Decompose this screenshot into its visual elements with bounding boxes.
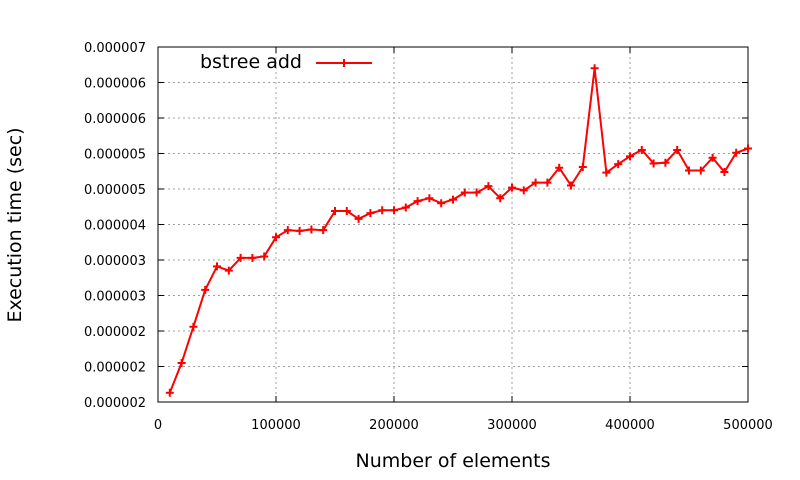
x-tick-label: 200000: [369, 418, 419, 433]
data-point: [567, 181, 575, 190]
x-tick-label: 300000: [487, 418, 537, 433]
data-point: [543, 178, 552, 187]
axis-ticks: 0 100000 200000 300000 400000 500000 0.000002 0…: [84, 41, 773, 433]
data-point: [260, 252, 269, 261]
data-point: [460, 188, 469, 197]
data-point: [413, 197, 422, 206]
data-point: [319, 226, 328, 235]
data-point: [201, 285, 210, 294]
plot-frame: [157, 46, 749, 403]
data-point: [531, 178, 540, 187]
data-point: [614, 160, 623, 169]
data-point: [366, 209, 375, 218]
x-tick-label: 100000: [251, 418, 301, 433]
data-point: [213, 262, 221, 271]
data-point: [354, 214, 363, 223]
grid-lines: [158, 47, 748, 402]
x-axis-title: Number of elements: [356, 450, 551, 472]
data-point: [484, 182, 493, 191]
series-layer: [165, 64, 752, 397]
y-tick-label: 0.000003: [84, 254, 146, 269]
data-point: [602, 168, 611, 177]
data-point: [189, 322, 198, 331]
data-point: [685, 166, 693, 175]
data-point: [708, 153, 717, 162]
legend-marker: [340, 59, 348, 67]
y-tick-label: 0.000005: [84, 183, 146, 198]
data-point: [236, 253, 245, 262]
data-point: [696, 166, 705, 175]
data-point: [720, 167, 729, 176]
data-point: [295, 226, 304, 235]
y-tick-label: 0.000007: [84, 41, 146, 56]
data-point: [390, 206, 398, 215]
data-point: [578, 162, 587, 171]
data-point: [732, 148, 741, 157]
y-tick-label: 0.000002: [84, 325, 146, 340]
data-point: [661, 158, 670, 167]
data-point: [555, 163, 564, 172]
y-tick-label: 0.000004: [84, 219, 146, 234]
y-tick-label: 0.000002: [84, 361, 146, 376]
data-point: [307, 225, 316, 234]
series-line: [168, 67, 749, 394]
data-point: [626, 152, 634, 161]
y-tick-label: 0.000006: [84, 112, 146, 127]
data-point: [496, 194, 505, 203]
y-tick-label: 0.000002: [84, 396, 146, 411]
data-point: [224, 266, 233, 275]
data-point: [283, 226, 292, 235]
x-tick-label: 400000: [605, 418, 655, 433]
data-point: [673, 145, 682, 154]
data-point: [744, 144, 752, 153]
data-point: [401, 203, 410, 212]
data-point: [519, 186, 528, 195]
y-axis-title: Execution time (sec): [4, 127, 26, 322]
x-tick-label: 0: [154, 418, 162, 433]
data-point: [649, 159, 658, 168]
data-point: [272, 233, 280, 242]
data-point: [472, 188, 481, 197]
data-point: [425, 194, 434, 203]
legend: bstree add: [200, 51, 372, 73]
x-tick-label: 500000: [723, 418, 773, 433]
data-point: [165, 388, 174, 397]
data-point: [177, 358, 186, 367]
data-point: [590, 64, 599, 73]
data-point: [437, 199, 446, 208]
data-point: [342, 207, 351, 216]
data-point: [331, 207, 339, 216]
data-point: [449, 195, 457, 204]
y-tick-label: 0.000003: [84, 290, 146, 305]
data-point: [637, 145, 646, 154]
data-point: [248, 253, 257, 262]
data-point: [508, 183, 516, 192]
y-tick-label: 0.000006: [84, 77, 146, 92]
legend-label: bstree add: [200, 51, 302, 73]
y-tick-label: 0.000005: [84, 148, 146, 163]
data-point: [378, 206, 387, 215]
